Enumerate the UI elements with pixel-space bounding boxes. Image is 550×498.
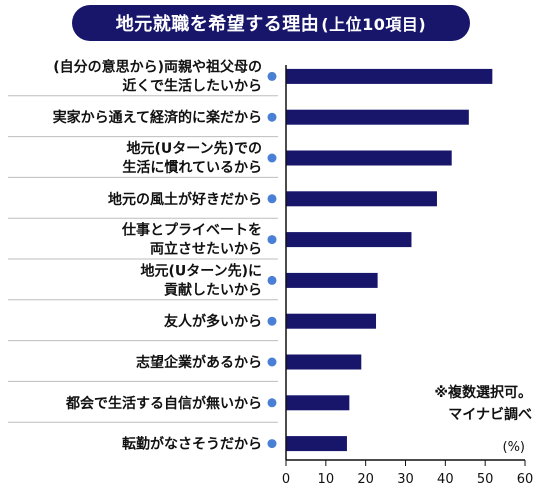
category-label: 両立させたいから — [150, 241, 262, 258]
bar — [286, 395, 350, 411]
x-tick-label: 20 — [357, 472, 374, 487]
category-label: (自分の意思から)両親や祖父母の — [53, 58, 262, 75]
category-label: 近くで生活したいから — [122, 77, 262, 94]
x-tick-label: 0 — [282, 472, 290, 487]
bar — [286, 109, 469, 125]
category-bullet — [267, 112, 277, 122]
category-label: 実家から通えて経済的に楽だから — [53, 109, 262, 126]
category-label: 地元の風土が好きだから — [108, 191, 262, 208]
bar — [286, 272, 378, 288]
bar — [286, 313, 377, 329]
category-bullet — [267, 357, 277, 367]
chart-title: 地元就職を希望する理由 — [115, 14, 320, 35]
x-tick-label: 30 — [397, 472, 414, 487]
category-bullet — [267, 153, 277, 163]
x-tick-label: 10 — [318, 472, 335, 487]
chart-title-banner: 地元就職を希望する理由 (上位10項目) — [72, 5, 470, 41]
source-note: ※複数選択可。 マイナビ調べ — [434, 382, 532, 426]
bar — [286, 354, 362, 370]
category-label: 仕事とプライベートを — [121, 222, 262, 239]
x-axis-unit: (%) — [503, 440, 526, 455]
category-label: 転勤がなさそうだから — [122, 436, 262, 453]
x-tick-label: 60 — [517, 472, 534, 487]
category-bullet — [267, 439, 277, 449]
category-label: 地元(Uターン先)に — [141, 262, 262, 279]
bar — [286, 232, 412, 248]
bar — [286, 191, 437, 207]
category-bullet — [267, 235, 277, 245]
bar — [286, 150, 452, 166]
bar — [286, 68, 493, 84]
category-bullet — [267, 398, 277, 408]
category-label: 生活に慣れているから — [122, 159, 262, 176]
x-tick-label: 50 — [477, 472, 494, 487]
category-bullet — [267, 194, 277, 204]
category-label: 地元(Uターン先)での — [127, 140, 262, 157]
category-label: 志望企業があるから — [136, 354, 262, 371]
note-multiple-choice: ※複数選択可。 — [434, 385, 532, 401]
category-label: 貢献したいから — [164, 281, 262, 298]
x-tick-label: 40 — [437, 472, 454, 487]
bar — [286, 436, 347, 452]
note-source: マイナビ調べ — [448, 407, 532, 423]
category-bullet — [267, 316, 277, 326]
category-label: 友人が多いから — [164, 313, 262, 330]
category-label: 都会で生活する自信が無いから — [65, 395, 262, 412]
category-bullet — [267, 275, 277, 285]
chart-title-suffix: (上位10項目) — [321, 15, 427, 34]
category-bullet — [267, 71, 277, 81]
